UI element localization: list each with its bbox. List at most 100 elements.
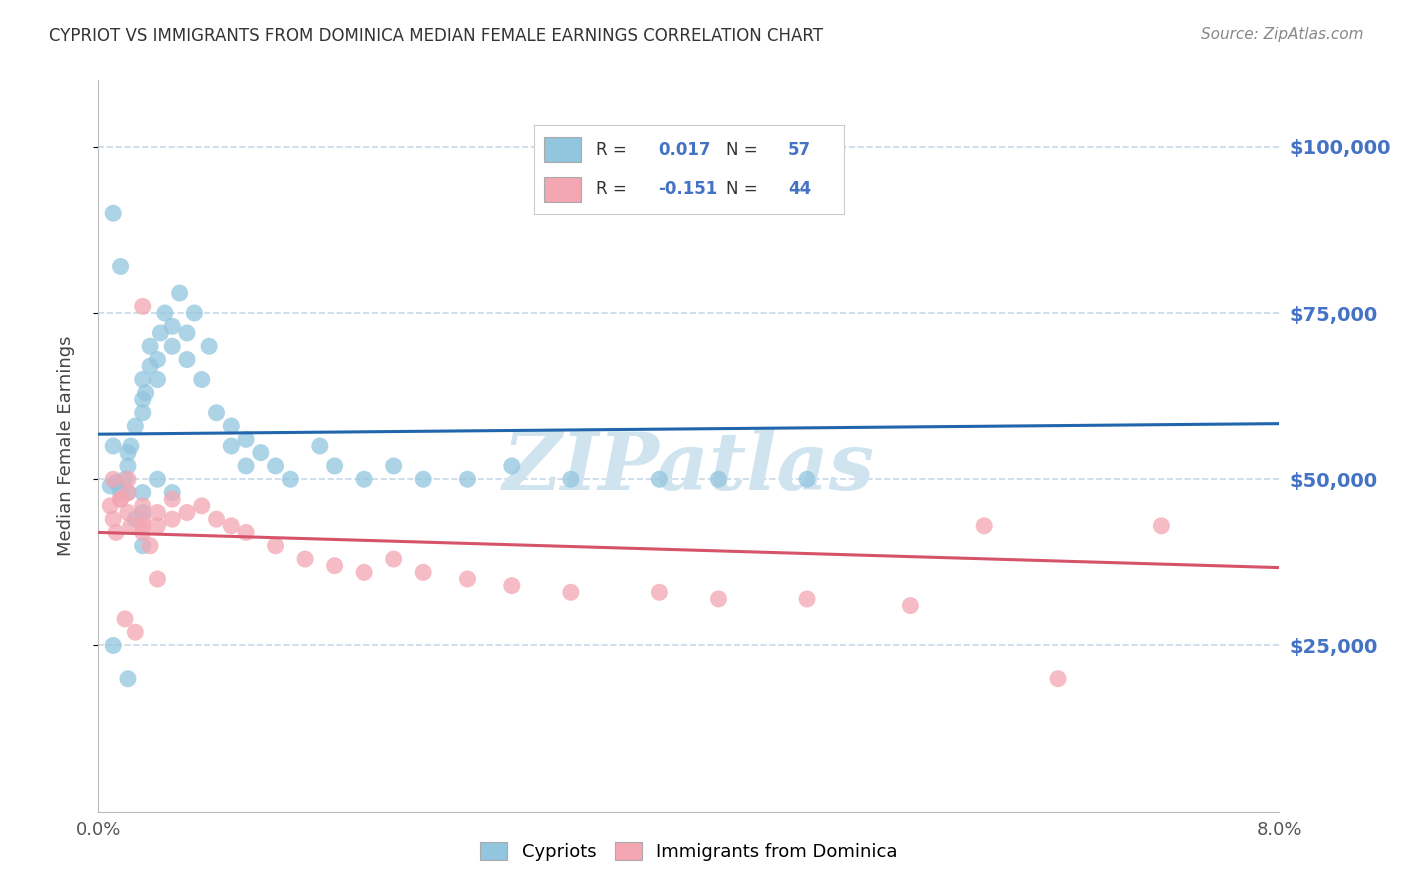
Point bbox=[235, 458, 257, 473]
Point bbox=[191, 372, 214, 386]
Point bbox=[110, 492, 132, 507]
Point bbox=[132, 372, 155, 386]
Point bbox=[264, 539, 287, 553]
Point bbox=[132, 518, 155, 533]
Point bbox=[235, 433, 257, 447]
Point bbox=[1046, 672, 1070, 686]
Point bbox=[132, 525, 155, 540]
Point bbox=[560, 472, 582, 486]
Text: 44: 44 bbox=[787, 180, 811, 198]
Point bbox=[309, 439, 332, 453]
Point bbox=[103, 439, 125, 453]
Text: Source: ZipAtlas.com: Source: ZipAtlas.com bbox=[1201, 27, 1364, 42]
Point bbox=[382, 552, 405, 566]
Point bbox=[117, 458, 139, 473]
Point bbox=[162, 485, 183, 500]
Point bbox=[198, 339, 221, 353]
Legend: Cypriots, Immigrants from Dominica: Cypriots, Immigrants from Dominica bbox=[472, 835, 905, 869]
Point bbox=[323, 558, 346, 573]
Bar bbox=[544, 137, 581, 162]
Point bbox=[648, 472, 671, 486]
Point bbox=[132, 499, 155, 513]
Point bbox=[176, 326, 198, 340]
Point bbox=[205, 512, 228, 526]
Point bbox=[560, 585, 582, 599]
Point bbox=[221, 518, 243, 533]
Point bbox=[162, 339, 183, 353]
Point bbox=[139, 359, 162, 374]
Point bbox=[323, 458, 346, 473]
Point bbox=[146, 372, 169, 386]
Text: CYPRIOT VS IMMIGRANTS FROM DOMINICA MEDIAN FEMALE EARNINGS CORRELATION CHART: CYPRIOT VS IMMIGRANTS FROM DOMINICA MEDI… bbox=[49, 27, 823, 45]
Point bbox=[105, 525, 128, 540]
Text: R =: R = bbox=[596, 180, 633, 198]
Point bbox=[132, 406, 155, 420]
Text: ZIPatlas: ZIPatlas bbox=[503, 429, 875, 507]
Point bbox=[98, 499, 121, 513]
Point bbox=[146, 518, 169, 533]
Point bbox=[162, 492, 183, 507]
Point bbox=[973, 518, 995, 533]
Point bbox=[117, 485, 139, 500]
Point bbox=[353, 566, 375, 580]
Point bbox=[153, 306, 176, 320]
Point bbox=[1150, 518, 1173, 533]
Point bbox=[98, 479, 121, 493]
Point bbox=[221, 419, 243, 434]
Point bbox=[900, 599, 922, 613]
Point bbox=[132, 512, 155, 526]
Point bbox=[124, 625, 146, 640]
Point bbox=[280, 472, 302, 486]
Text: R =: R = bbox=[596, 141, 633, 159]
Point bbox=[264, 458, 287, 473]
Point bbox=[110, 492, 132, 507]
Point bbox=[176, 352, 198, 367]
Y-axis label: Median Female Earnings: Median Female Earnings bbox=[56, 335, 75, 557]
Text: N =: N = bbox=[725, 141, 763, 159]
Point bbox=[176, 506, 198, 520]
Point bbox=[412, 472, 434, 486]
Point bbox=[412, 566, 434, 580]
Point bbox=[162, 512, 183, 526]
Point bbox=[191, 499, 214, 513]
Point bbox=[103, 206, 125, 220]
Point bbox=[103, 639, 125, 653]
Point bbox=[221, 439, 243, 453]
Point bbox=[132, 539, 155, 553]
Point bbox=[117, 445, 139, 459]
Point bbox=[146, 352, 169, 367]
Point bbox=[796, 591, 818, 606]
Point bbox=[149, 326, 172, 340]
Point bbox=[169, 286, 191, 301]
Point bbox=[139, 539, 162, 553]
Point bbox=[103, 472, 125, 486]
Text: 57: 57 bbox=[787, 141, 811, 159]
Point bbox=[114, 472, 136, 486]
Point bbox=[139, 339, 162, 353]
Point bbox=[117, 506, 139, 520]
Point bbox=[707, 591, 730, 606]
Point bbox=[132, 485, 155, 500]
Point bbox=[146, 572, 169, 586]
Point bbox=[114, 612, 136, 626]
Point bbox=[648, 585, 671, 599]
Point bbox=[117, 472, 139, 486]
Point bbox=[250, 445, 273, 459]
Point bbox=[132, 299, 155, 313]
Point bbox=[110, 485, 132, 500]
Point bbox=[294, 552, 316, 566]
Point bbox=[205, 406, 228, 420]
Point bbox=[124, 419, 146, 434]
Point bbox=[235, 525, 257, 540]
Point bbox=[124, 512, 146, 526]
Point bbox=[382, 458, 405, 473]
Point bbox=[146, 472, 169, 486]
Point bbox=[796, 472, 818, 486]
Point bbox=[501, 579, 523, 593]
Point bbox=[105, 475, 128, 490]
Point bbox=[353, 472, 375, 486]
Point bbox=[162, 319, 183, 334]
Point bbox=[132, 506, 155, 520]
Point bbox=[146, 506, 169, 520]
Point bbox=[117, 485, 139, 500]
